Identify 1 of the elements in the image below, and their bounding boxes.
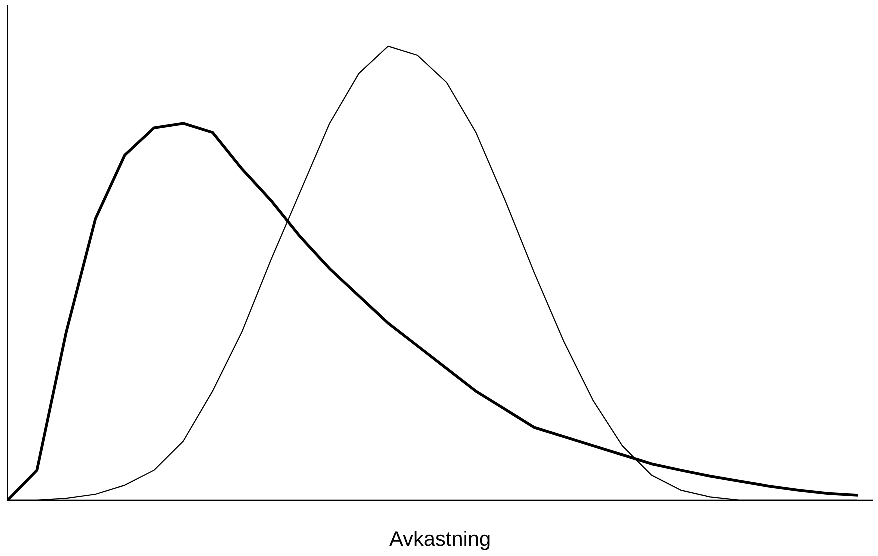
x-axis-title: Avkastning xyxy=(390,530,490,550)
